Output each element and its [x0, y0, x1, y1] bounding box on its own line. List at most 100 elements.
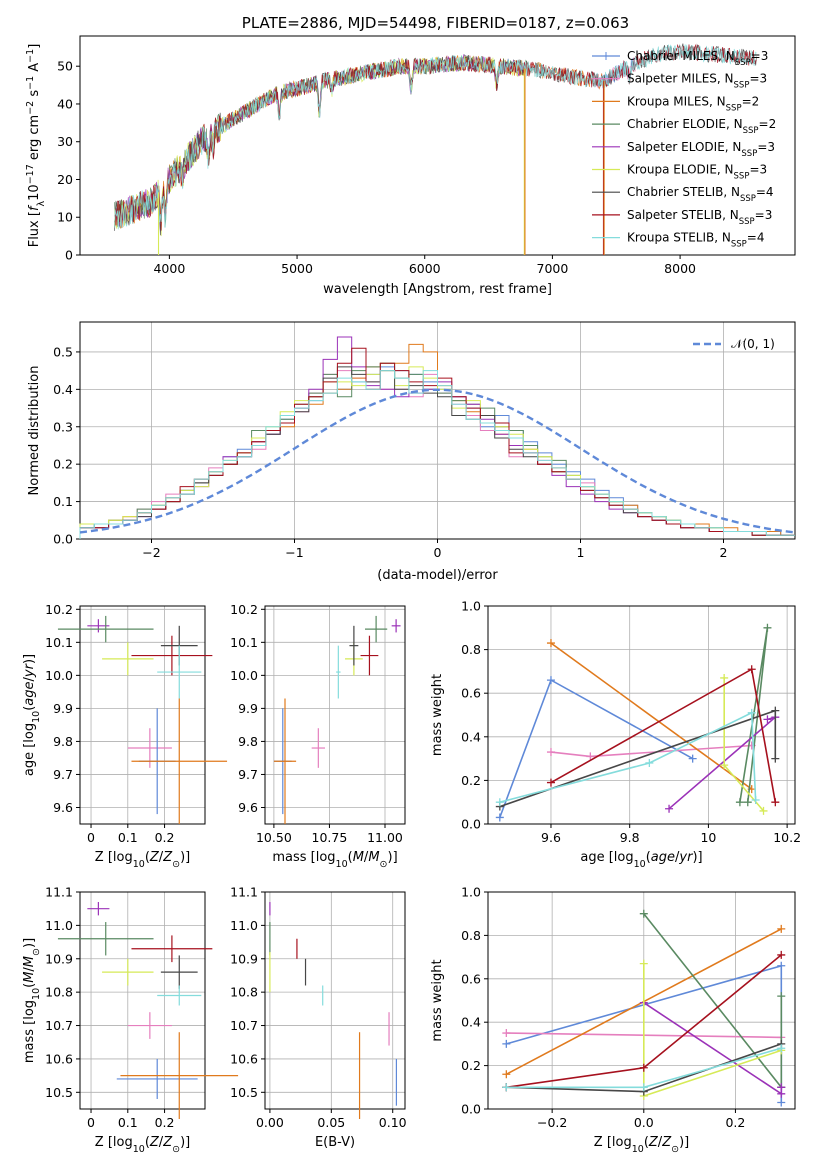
ytick-label: 10.6 — [230, 1051, 258, 1066]
weight-marker — [759, 806, 768, 815]
legend-sub: SSP — [740, 194, 756, 204]
ytick-label: 10.1 — [230, 635, 258, 650]
spectrum-xlabel: wavelength [Angstrom, rest frame] — [323, 282, 552, 297]
label-part: ( — [646, 850, 651, 865]
weight-marker — [777, 1098, 786, 1107]
xtick-label: 1 — [577, 545, 585, 560]
legend-text: Chabrier STELIB, N — [627, 185, 740, 199]
legend-entry: Salpeter MILES, NSSP=3 — [627, 72, 767, 91]
ytick-label: 40 — [57, 96, 73, 111]
xtick-label: 10 — [700, 830, 716, 845]
xtick-label: 7000 — [537, 261, 569, 276]
legend-tail: =3 — [757, 140, 775, 154]
legend-tail: =3 — [751, 49, 769, 63]
label-part: )] — [180, 1135, 190, 1150]
label-part: age [log — [22, 723, 37, 776]
label-part: ⊙ — [172, 859, 180, 870]
weight-vs-age-ylabel: mass weight — [430, 674, 445, 756]
ytick-label: 11.1 — [230, 885, 258, 900]
label-part: E(B-V) — [315, 1135, 355, 1150]
ytick-label: 50 — [57, 59, 73, 74]
weight-marker — [586, 752, 595, 761]
mass-vs-ebv-xlabel: E(B-V) — [315, 1135, 355, 1150]
label-part: Z — [149, 850, 160, 865]
weight-marker — [751, 796, 760, 805]
weight-marker — [777, 1083, 786, 1092]
xtick-label: 2 — [720, 545, 728, 560]
spectrum-lines — [114, 43, 757, 255]
legend-tail: =2 — [742, 94, 760, 108]
weight-marker — [743, 798, 752, 807]
ytick-label: 9.7 — [53, 767, 73, 782]
label-part: 10 — [133, 859, 145, 870]
weight-marker — [777, 1044, 786, 1053]
legend-sub: SSP — [741, 149, 757, 159]
mass-vs-ebv-errorbars — [269, 902, 398, 1120]
legend-text: Salpeter MILES, N — [627, 72, 734, 86]
legend-text: Chabrier MILES, N — [627, 49, 735, 63]
label-part: mass [log — [22, 1000, 37, 1063]
weight-marker — [502, 1029, 511, 1038]
legend-text: Kroupa ELODIE, N — [627, 163, 734, 177]
weight-vs-z-ylabel: mass weight — [430, 959, 445, 1041]
label-part: / — [364, 850, 369, 865]
label-part: 10 — [632, 1144, 644, 1155]
ytick-label: 0.0 — [461, 1102, 481, 1117]
legend-sub: SSP — [726, 103, 742, 113]
ytick-label: 10.0 — [230, 668, 258, 683]
mass-vs-z-errorbars — [57, 902, 239, 1120]
xtick-label: 10.75 — [312, 830, 348, 845]
ytick-label: 10.0 — [45, 668, 73, 683]
weight-vs-z-lines — [502, 909, 786, 1107]
xtick-label: 0.1 — [118, 830, 138, 845]
xtick-label: 0.2 — [155, 830, 175, 845]
label-part: Z — [648, 1135, 659, 1150]
weight-marker — [502, 1070, 511, 1079]
ylabel-part: −17 — [25, 164, 36, 184]
xtick-label: 0 — [87, 830, 95, 845]
weight-marker — [747, 708, 756, 717]
weight-marker — [763, 623, 772, 632]
ytick-label: 10 — [57, 210, 73, 225]
label-part: / — [675, 850, 680, 865]
xtick-label: −0.2 — [537, 1115, 567, 1130]
xtick-label: −2 — [142, 545, 160, 560]
weight-marker — [639, 909, 648, 918]
label-part: )] — [679, 1135, 689, 1150]
mass-vs-ebv-axes: 0.00 0.05 0.10 10.5 10.6 10.7 10.8 10.9 11.0 11.1 — [230, 885, 407, 1131]
ytick-label: 10.5 — [230, 1085, 258, 1100]
weight-line-6 — [499, 709, 777, 808]
ylabel-part: −1 — [25, 49, 36, 63]
label-part: 10 — [31, 988, 42, 1000]
legend-text: Salpeter ELODIE, N — [627, 140, 741, 154]
ytick-label: 1.0 — [461, 885, 481, 900]
legend-normal-label: 𝒩(0, 1) — [731, 337, 775, 351]
label-part: / — [658, 1135, 663, 1150]
xtick-label: 0.2 — [725, 1115, 745, 1130]
ytick-label: 10.2 — [45, 602, 73, 617]
xtick-label: 10.2 — [773, 830, 801, 845]
weight-marker — [720, 673, 729, 682]
mass-vs-z-frame — [79, 891, 206, 1110]
histogram-8 — [79, 370, 795, 539]
weight-vs-age-lines — [495, 623, 780, 822]
age-vs-mass-frame — [264, 605, 406, 825]
residuals-axes: −2 −1 0 1 2 0.0 0.1 0.2 0.3 0.4 0.5 — [53, 321, 796, 560]
legend-entry: Chabrier STELIB, NSSP=4 — [627, 185, 774, 204]
weight-vs-z-axes: −0.2 0.0 0.2 0.0 0.2 0.4 0.6 0.8 1.0 — [461, 885, 796, 1130]
label-part: mass weight — [430, 674, 445, 756]
ytick-label: 10.5 — [45, 1085, 73, 1100]
legend-text: Chabrier ELODIE, N — [627, 117, 743, 131]
label-part: M — [353, 850, 364, 865]
ytick-label: 9.6 — [238, 800, 258, 815]
ytick-label: 10.7 — [230, 1018, 258, 1033]
spectrum-series-8 — [114, 44, 757, 230]
weight-marker — [777, 924, 786, 933]
weight-marker — [771, 798, 780, 807]
label-part: ( — [348, 850, 353, 865]
spectrum-ylabel: Flux [fλ10−17 erg cm−2 s−1 A−1] — [25, 44, 47, 248]
legend-tail: =4 — [756, 185, 774, 199]
xtick-label: 8000 — [664, 261, 696, 276]
weight-vs-age-frame — [487, 605, 796, 825]
